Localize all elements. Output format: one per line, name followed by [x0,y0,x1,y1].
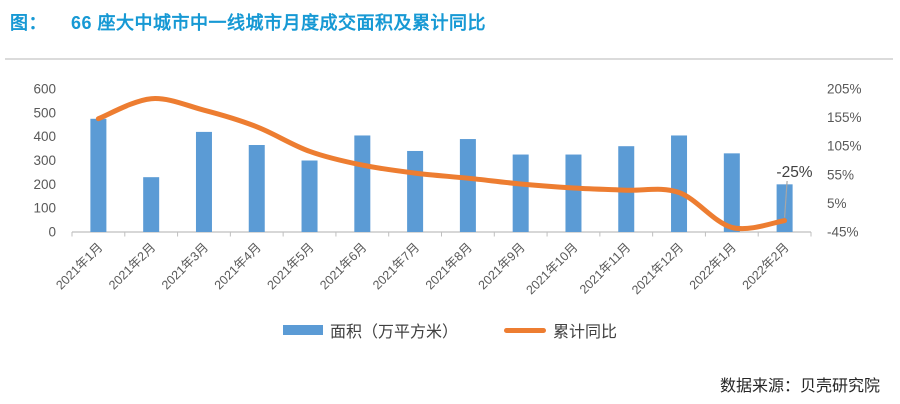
legend-item-yoy: 累计同比 [504,318,617,342]
y-axis-right-tick-label: 155% [827,110,862,125]
x-axis-tick-label: 2021年4月 [212,240,264,292]
area-bar [459,139,476,232]
y-axis-right-tick-label: 205% [827,82,862,97]
legend-item-area: 面积（万平方米） [282,318,458,342]
area-bar [723,153,740,232]
legend-label-yoy: 累计同比 [553,324,618,341]
x-axis-tick-label: 2021年1月 [53,240,105,292]
y-axis-left-tick-label: 600 [33,82,56,97]
figure-label: 图： [10,13,47,33]
yoy-line [95,96,788,232]
y-axis-right-tick-label: 55% [827,167,854,182]
y-axis-left-tick-label: 300 [33,153,56,168]
x-axis-tick-label: 2021年7月 [370,240,422,292]
x-axis-tick-label: 2021年5月 [264,240,316,292]
annotation-label: -25% [776,164,812,181]
x-axis-tick-label: 2021年11月 [577,240,633,296]
y-axis-left-tick-label: 500 [33,105,56,120]
area-bar [195,131,212,232]
area-bar [354,135,371,232]
annotation-leader-line [784,180,788,218]
x-axis-tick-label: 2021年3月 [159,240,211,292]
x-axis-tick-label: 2021年2月 [106,240,158,292]
legend-label-area: 面积（万平方米） [329,324,458,341]
area-bar [776,184,793,232]
y-axis-left-tick-label: 100 [33,201,56,216]
x-axis-tick-label: 2021年9月 [476,240,528,292]
x-axis-tick-label: 2021年12月 [629,240,686,297]
area-bar [565,154,582,232]
y-axis-left-tick-label: 0 [48,225,56,240]
y-axis-right-tick-label: -45% [827,225,859,240]
y-axis-left-tick-label: 400 [33,129,56,144]
combo-chart: 0 100 200 300 400 500 600 -45% 5% 55% 105% 155% 205%… [33,82,862,298]
figure-title: 图： 66 座大中城市中一线城市月度成交面积及累计同比 [10,9,486,35]
x-axis-tick-label: 2021年8月 [423,240,475,292]
area-bar [671,135,688,232]
x-axis-tick-label: 2021年10月 [524,240,581,297]
x-axis-tick-label: 2021年6月 [317,240,369,292]
figure-title-text: 66 座大中城市中一线城市月度成交面积及累计同比 [71,13,487,33]
x-axis-tick-label: 2022年1月 [687,240,739,292]
title-divider [5,58,893,60]
x-axis-tick-label: 2022年2月 [740,240,792,292]
y-axis-right-tick-label: 5% [827,196,847,211]
area-bar [143,177,160,232]
y-axis-right-tick-label: 105% [827,139,862,154]
area-bar [248,145,265,232]
area-bar [301,160,318,232]
area-bar [90,118,107,232]
data-source: 数据来源：贝壳研究院 [719,378,880,395]
line-series-swatch-icon [504,327,546,333]
bar-series-swatch-icon [282,325,323,335]
y-axis-left-tick-label: 200 [33,177,56,192]
area-bar [407,150,424,232]
area-bar [512,154,529,232]
chart-legend: 面积（万平方米） 累计同比 [0,318,900,342]
